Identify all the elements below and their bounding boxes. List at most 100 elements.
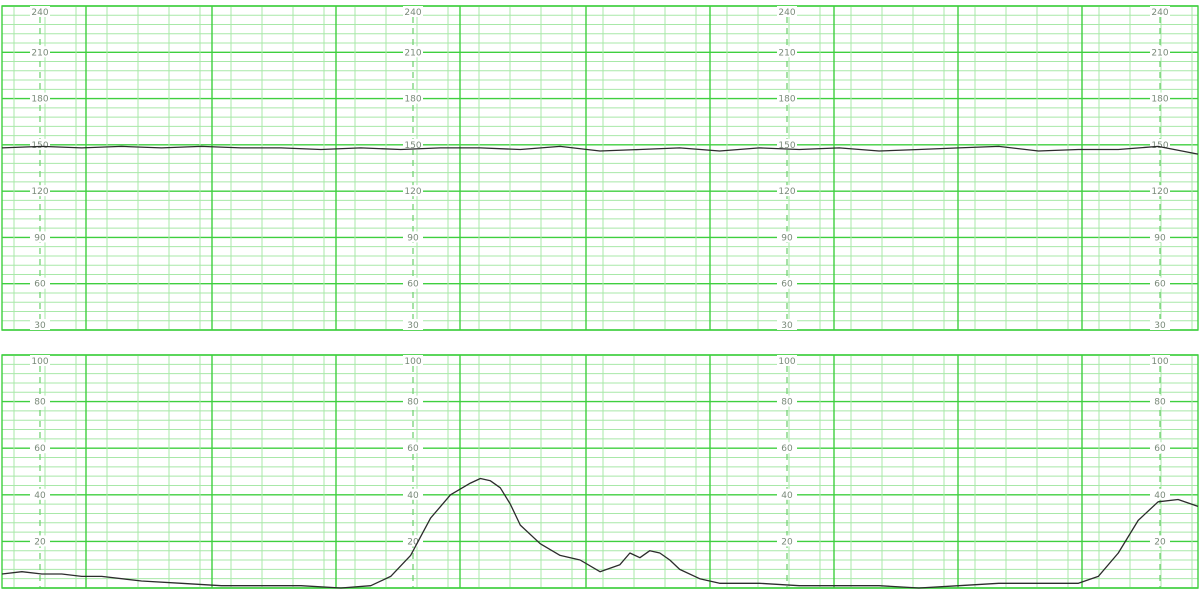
uc-tick-bg <box>403 395 423 407</box>
fhr-tick-labels: 240 210 180 150 120 90 60 30 240 210 180 150 120 90 60… <box>30 6 1170 331</box>
fhr-tick-bg <box>777 319 797 330</box>
fhr-tick-bg <box>1150 277 1170 289</box>
uc-tick-bg <box>777 395 797 407</box>
fhr-tick-label: 120 <box>31 187 48 197</box>
uc-tick-bg <box>30 488 50 500</box>
fhr-tick-label: 150 <box>404 141 421 151</box>
fhr-tick-label: 240 <box>404 8 421 18</box>
uc-tick-label: 60 <box>407 444 419 454</box>
fhr-tick-bg <box>30 138 50 150</box>
uc-tick-label: 80 <box>34 398 46 408</box>
fhr-tick-bg <box>403 46 423 58</box>
fhr-tick-bg <box>403 319 423 330</box>
uc-tick-label: 40 <box>407 491 419 501</box>
fhr-tick-bg <box>777 138 797 150</box>
uc-tick-bg <box>403 442 423 454</box>
fhr-tick-label: 90 <box>34 233 46 243</box>
uc-tick-label: 80 <box>1154 398 1166 408</box>
uc-tick-label: 20 <box>34 537 46 547</box>
uc-tick-bg <box>1150 535 1170 547</box>
fhr-tick-label: 180 <box>31 95 48 105</box>
fhr-tick-bg <box>1150 231 1170 243</box>
fhr-tick-bg <box>30 46 50 58</box>
uc-panel: 100 80 60 40 20 100 80 60 40 20 100 80 60 40 20 100 80 60… <box>1 354 1199 589</box>
fhr-grid <box>1 5 1199 331</box>
fhr-tick-bg <box>777 6 797 17</box>
uc-tick-label: 100 <box>31 357 48 367</box>
fhr-tick-bg <box>403 277 423 289</box>
uc-grid <box>1 354 1199 589</box>
fhr-tick-bg <box>1150 46 1170 58</box>
uc-tick-label: 80 <box>781 398 793 408</box>
uc-tick-label: 100 <box>404 357 421 367</box>
uc-tick-label: 60 <box>1154 444 1166 454</box>
uc-tick-bg <box>30 395 50 407</box>
fhr-tick-bg <box>1150 138 1170 150</box>
fhr-tick-bg <box>777 277 797 289</box>
uc-tick-bg <box>403 535 423 547</box>
uc-tick-label: 20 <box>407 537 419 547</box>
uc-trace <box>1 477 1199 589</box>
fhr-tick-label: 240 <box>778 8 795 18</box>
uc-tick-bg <box>30 355 50 366</box>
uc-tick-label: 40 <box>781 491 793 501</box>
fhr-tick-label: 30 <box>1154 321 1166 331</box>
fhr-tick-label: 90 <box>407 233 419 243</box>
fhr-tick-label: 210 <box>1151 48 1168 58</box>
uc-panel-border <box>1 354 1199 589</box>
fhr-tick-bg <box>777 92 797 104</box>
fhr-tick-label: 210 <box>778 48 795 58</box>
fhr-tick-label: 90 <box>1154 233 1166 243</box>
fhr-tick-label: 30 <box>407 321 419 331</box>
fhr-tick-bg <box>30 92 50 104</box>
fhr-tick-bg <box>30 185 50 197</box>
fhr-tick-bg <box>30 319 50 330</box>
fhr-tick-bg <box>30 231 50 243</box>
uc-tick-label: 100 <box>1151 357 1168 367</box>
fhr-tick-bg <box>30 6 50 17</box>
fhr-tick-label: 180 <box>1151 95 1168 105</box>
uc-panel-background <box>2 355 1198 588</box>
uc-tick-bg <box>1150 355 1170 366</box>
uc-tick-bg <box>403 355 423 366</box>
fhr-tick-label: 150 <box>778 141 795 151</box>
fhr-tick-bg <box>403 6 423 17</box>
uc-tick-label: 40 <box>34 491 46 501</box>
fhr-tick-bg <box>777 185 797 197</box>
fhr-trace <box>1 145 1199 155</box>
fhr-tick-bg <box>403 231 423 243</box>
fhr-tick-label: 240 <box>31 8 48 18</box>
uc-tick-bg <box>30 535 50 547</box>
fhr-tick-label: 60 <box>407 280 419 290</box>
uc-tick-bg <box>30 442 50 454</box>
uc-tick-label: 100 <box>778 357 795 367</box>
uc-tick-bg <box>777 355 797 366</box>
uc-tick-label: 20 <box>1154 537 1166 547</box>
fhr-tick-bg <box>30 277 50 289</box>
fhr-tick-bg <box>403 138 423 150</box>
uc-tick-label: 40 <box>1154 491 1166 501</box>
fhr-tick-bg <box>403 185 423 197</box>
fhr-tick-label: 30 <box>781 321 793 331</box>
fhr-tick-bg <box>777 46 797 58</box>
fhr-tick-label: 240 <box>1151 8 1168 18</box>
fhr-tick-label: 180 <box>778 95 795 105</box>
uc-tick-bg <box>777 535 797 547</box>
fhr-panel-background <box>2 6 1198 330</box>
fhr-tick-label: 120 <box>1151 187 1168 197</box>
fhr-tick-label: 120 <box>778 187 795 197</box>
fhr-tick-bg <box>1150 319 1170 330</box>
fhr-tick-label: 90 <box>781 233 793 243</box>
fhr-tick-label: 210 <box>31 48 48 58</box>
fhr-tick-bg <box>1150 185 1170 197</box>
fhr-tick-label: 150 <box>1151 141 1168 151</box>
uc-tick-labels: 100 80 60 40 20 100 80 60 40 20 100 80 60 40 20 100 80 60… <box>30 355 1170 547</box>
uc-tick-bg <box>1150 395 1170 407</box>
fhr-tick-label: 210 <box>404 48 421 58</box>
fhr-tick-label: 60 <box>1154 280 1166 290</box>
fhr-panel: 240 210 180 150 120 90 60 30 240 210 180 150 120 90 60… <box>1 5 1199 331</box>
fhr-tick-label: 60 <box>781 280 793 290</box>
fhr-tick-label: 180 <box>404 95 421 105</box>
uc-tick-bg <box>777 488 797 500</box>
